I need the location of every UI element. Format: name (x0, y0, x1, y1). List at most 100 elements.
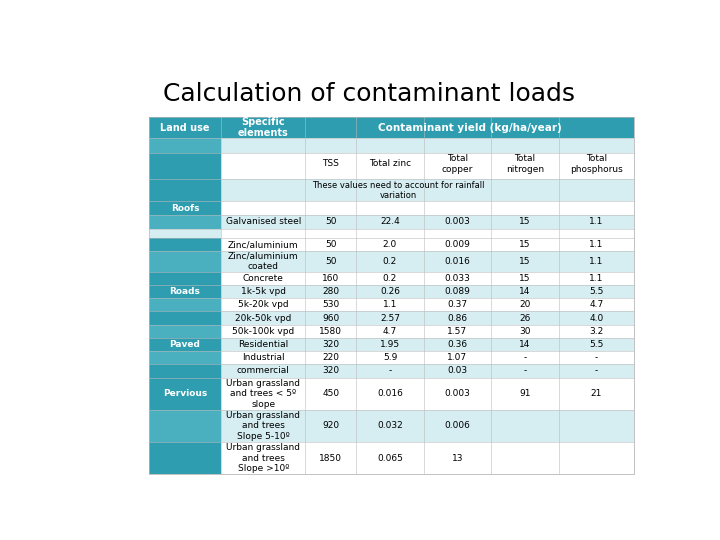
Text: 1850: 1850 (319, 454, 342, 463)
Bar (305, 117, 634, 138)
Bar (356, 238, 423, 251)
Text: 1.1: 1.1 (383, 300, 397, 309)
Bar (148, 251, 222, 272)
Text: 15: 15 (519, 274, 531, 283)
Bar (356, 377, 423, 410)
Text: 0.2: 0.2 (383, 257, 397, 266)
Text: Calculation of contaminant loads: Calculation of contaminant loads (163, 82, 575, 106)
Text: 50: 50 (325, 257, 336, 266)
Bar (423, 201, 491, 214)
Text: Roofs: Roofs (171, 204, 199, 213)
Bar (148, 298, 222, 312)
Bar (305, 251, 356, 272)
Text: 2.57: 2.57 (380, 314, 400, 322)
Text: 1580: 1580 (319, 327, 342, 336)
Bar (222, 312, 305, 325)
Bar (423, 377, 491, 410)
Text: 4.7: 4.7 (589, 300, 603, 309)
Text: 91: 91 (519, 389, 531, 398)
Bar (148, 214, 222, 230)
Text: Urban grassland
and trees
Slope >10º: Urban grassland and trees Slope >10º (226, 443, 300, 473)
Bar (148, 117, 222, 138)
Bar (222, 230, 305, 238)
Bar (148, 351, 222, 364)
Text: 4.7: 4.7 (383, 327, 397, 336)
Text: 0.26: 0.26 (380, 287, 400, 296)
Bar (491, 201, 559, 214)
Bar (559, 179, 634, 201)
Text: 15: 15 (519, 240, 531, 249)
Text: 0.016: 0.016 (444, 257, 470, 266)
Bar (222, 364, 305, 377)
Text: 2.0: 2.0 (383, 240, 397, 249)
Bar (491, 285, 559, 298)
Text: -: - (523, 367, 526, 375)
Bar (222, 410, 305, 442)
Bar (423, 338, 491, 351)
Bar (491, 138, 559, 153)
Text: 1.57: 1.57 (447, 327, 467, 336)
Bar (148, 377, 222, 410)
Text: 220: 220 (322, 353, 339, 362)
Text: 280: 280 (322, 287, 339, 296)
Text: 320: 320 (322, 340, 339, 349)
Text: Total zinc: Total zinc (369, 159, 411, 168)
Bar (356, 251, 423, 272)
Bar (559, 338, 634, 351)
Bar (148, 153, 222, 179)
Text: 21: 21 (590, 389, 602, 398)
Text: 0.37: 0.37 (447, 300, 467, 309)
Text: Pervious: Pervious (163, 389, 207, 398)
Bar (305, 351, 356, 364)
Bar (491, 214, 559, 230)
Text: 22.4: 22.4 (380, 218, 400, 226)
Text: 0.86: 0.86 (447, 314, 467, 322)
Bar (491, 238, 559, 251)
Bar (491, 364, 559, 377)
Bar (305, 377, 356, 410)
Bar (222, 117, 305, 138)
Text: 0.03: 0.03 (447, 367, 467, 375)
Bar (222, 285, 305, 298)
Text: Total
nitrogen: Total nitrogen (505, 154, 544, 173)
Text: commercial: commercial (237, 367, 289, 375)
Bar (491, 312, 559, 325)
Bar (559, 153, 634, 179)
Bar (305, 325, 356, 338)
Bar (491, 298, 559, 312)
Text: 160: 160 (322, 274, 339, 283)
Bar (148, 272, 222, 285)
Bar (491, 442, 559, 474)
Text: 0.016: 0.016 (377, 389, 403, 398)
Bar (222, 325, 305, 338)
Text: 15: 15 (519, 218, 531, 226)
Bar (491, 272, 559, 285)
Bar (423, 410, 491, 442)
Bar (222, 377, 305, 410)
Bar (148, 238, 222, 251)
Text: 20k-50k vpd: 20k-50k vpd (235, 314, 292, 322)
Text: 5.5: 5.5 (589, 287, 603, 296)
Bar (423, 230, 491, 238)
Text: -: - (388, 367, 392, 375)
Text: Urban grassland
and trees < 5º
slope: Urban grassland and trees < 5º slope (226, 379, 300, 409)
Bar (491, 251, 559, 272)
Bar (148, 138, 222, 153)
Text: 5.9: 5.9 (383, 353, 397, 362)
Bar (305, 364, 356, 377)
Bar (559, 298, 634, 312)
Bar (423, 325, 491, 338)
Text: Zinc/aluminium
coated: Zinc/aluminium coated (228, 252, 299, 271)
Text: Zinc/aluminium: Zinc/aluminium (228, 240, 299, 249)
Bar (305, 298, 356, 312)
Bar (305, 214, 356, 230)
Bar (491, 351, 559, 364)
Text: Residential: Residential (238, 340, 288, 349)
Text: These values need to account for rainfall
variation: These values need to account for rainfal… (312, 181, 485, 200)
Text: 0.033: 0.033 (444, 274, 470, 283)
Bar (356, 442, 423, 474)
Bar (222, 272, 305, 285)
Text: 450: 450 (322, 389, 339, 398)
Text: 920: 920 (322, 421, 339, 430)
Text: 13: 13 (451, 454, 463, 463)
